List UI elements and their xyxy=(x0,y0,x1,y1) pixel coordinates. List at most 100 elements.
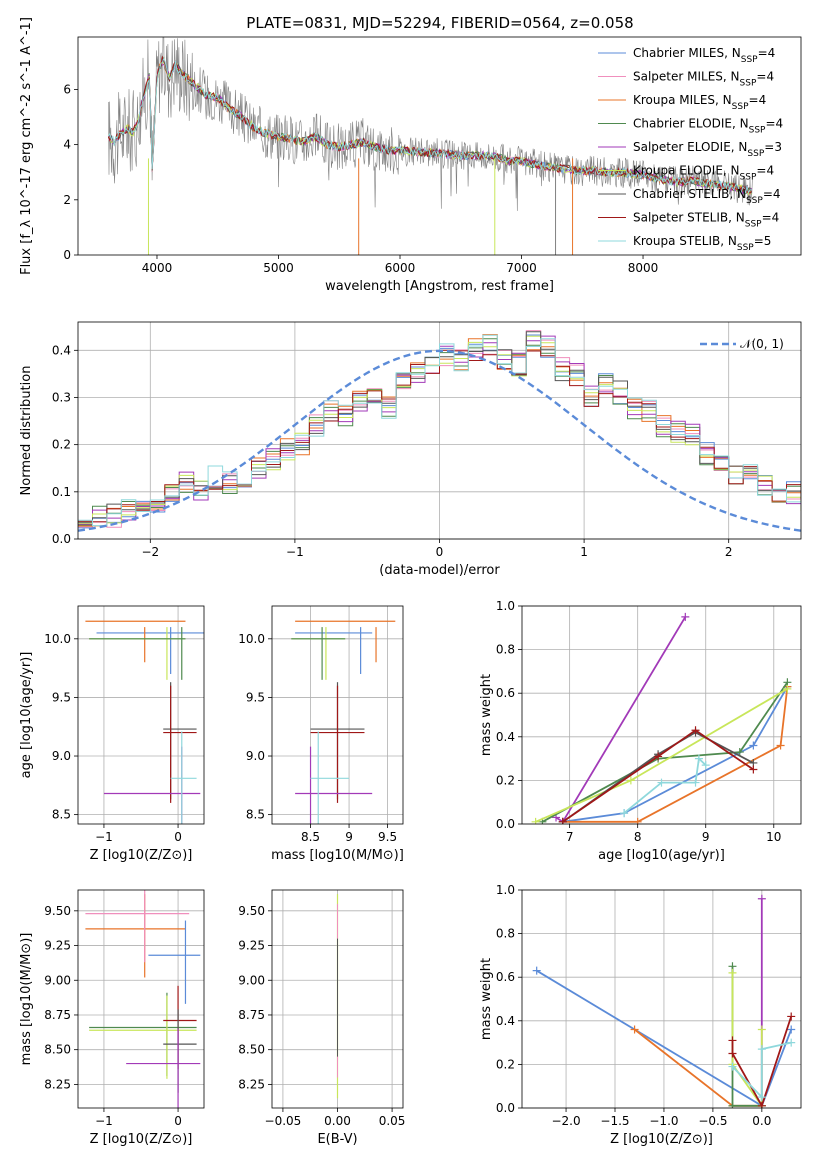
legend-label: Salpeter MILES, NSSP=4 xyxy=(633,70,774,89)
legend-label: Salpeter STELIB, NSSP=4 xyxy=(633,211,779,230)
y-tick-label: 0.2 xyxy=(52,438,71,452)
weight-line xyxy=(731,1016,793,1108)
x-axis-label: Z [log10(Z/Z⊙)] xyxy=(90,1132,193,1147)
y-tick-label: 8.50 xyxy=(44,1043,71,1057)
weight-marker xyxy=(620,809,629,818)
weight-marker xyxy=(531,817,540,824)
plot-area-mass-vs-Z xyxy=(85,890,201,1108)
y-tick-label: 0.4 xyxy=(496,730,515,744)
x-tick-label: 8 xyxy=(634,830,642,844)
x-tick-label: 4000 xyxy=(142,261,173,275)
x-tick-label: −1.0 xyxy=(649,1114,678,1128)
y-tick-label: 4 xyxy=(63,138,71,152)
chart-mass-vs-ebv: −0.05 0.00 0.05 8.25 8.50 8.75 9.00 9.25 9.50 E(B… xyxy=(238,889,405,1147)
y-tick-label: 8.25 xyxy=(238,1077,265,1091)
weight-marker xyxy=(691,726,700,735)
y-tick-label: 0.4 xyxy=(52,343,71,357)
weight-marker xyxy=(633,817,642,824)
chart-age-vs-Z: −1 0 8.5 9.0 9.5 10.0 Z [log10(Z/Z⊙)] age [log1… xyxy=(19,605,205,863)
axes-frame xyxy=(77,321,802,540)
weight-line xyxy=(562,729,754,823)
weight-line xyxy=(731,972,763,1108)
chart-age-vs-mass: 8.5 9 9.5 8.5 9.0 9.5 10.0 mass [log10(M/M⊙)] xyxy=(238,605,404,863)
weight-marker xyxy=(657,778,666,787)
y-tick-label: 6 xyxy=(63,82,71,96)
x-axis-label: age [log10(age/yr)] xyxy=(598,848,725,863)
x-tick-label: 9.5 xyxy=(378,830,397,844)
x-axis-label: (data-model)/error xyxy=(379,563,500,578)
y-tick-label: 8.5 xyxy=(246,808,265,822)
weight-line xyxy=(535,688,788,823)
weight-marker xyxy=(757,894,766,903)
x-axis-label: wavelength [Angstrom, rest frame] xyxy=(325,279,554,294)
y-tick-label: 0.2 xyxy=(496,773,515,787)
chart-weight-vs-Z: −2.0 −1.5 −1.0 −0.5 0.0 0.0 0.2 0.4 0.6 0.8 1.0 Z [… xyxy=(479,883,802,1147)
x-tick-label: 9 xyxy=(345,830,353,844)
x-tick-label: −1 xyxy=(286,545,304,559)
weight-marker xyxy=(776,741,785,750)
weight-marker xyxy=(757,1093,766,1102)
y-tick-label: 8.50 xyxy=(238,1043,265,1057)
axes-frame xyxy=(271,889,404,1109)
legend-label: Kroupa STELIB, NSSP=5 xyxy=(633,234,771,253)
chart-weight-vs-age: 7 8 9 10 0.0 0.2 0.4 0.6 0.8 1.0 age [log10(age/yr… xyxy=(479,599,802,863)
weight-marker xyxy=(681,612,690,621)
x-tick-label: 7000 xyxy=(506,261,537,275)
y-tick-label: 8.5 xyxy=(52,808,71,822)
y-tick-label: 9.0 xyxy=(246,749,265,763)
x-axis-label: mass [log10(M/M⊙)] xyxy=(271,848,404,863)
weight-marker xyxy=(749,741,758,750)
weight-line xyxy=(731,1041,792,1100)
x-tick-label: −1.5 xyxy=(600,1114,629,1128)
y-tick-label: 0.0 xyxy=(496,1101,515,1115)
residual-histogram-step xyxy=(78,334,801,527)
y-tick-label: 9.25 xyxy=(238,939,265,953)
axes-frame xyxy=(77,889,205,1109)
plot-area-age-vs-mass xyxy=(291,620,396,824)
weight-marker xyxy=(558,817,567,824)
weight-marker xyxy=(532,966,541,975)
chart-mass-vs-Z: −1 0 8.25 8.50 8.75 9.00 9.25 9.50 Z [log10(Z/Z⊙… xyxy=(19,889,205,1147)
weight-marker xyxy=(728,968,737,977)
figure-title: PLATE=0831, MJD=52294, FIBERID=0564, z=0… xyxy=(246,14,633,32)
residual-histogram-step xyxy=(78,335,801,524)
x-tick-label: 0.0 xyxy=(752,1114,771,1128)
chart-spectrum: 4000 5000 6000 7000 8000 0 2 4 6 wavelength [Angs… xyxy=(19,17,802,294)
legend-label: Kroupa ELODIE, NSSP=4 xyxy=(633,164,774,183)
weight-line xyxy=(562,686,789,823)
x-tick-label: −2.0 xyxy=(551,1114,580,1128)
weight-line xyxy=(562,686,789,823)
x-axis-label: Z [log10(Z/Z⊙)] xyxy=(90,848,193,863)
axes-frame xyxy=(77,605,205,825)
legend-label: Kroupa MILES, NSSP=4 xyxy=(633,93,766,112)
weight-marker xyxy=(691,778,700,787)
plot-area-age-vs-Z xyxy=(85,620,204,824)
plot-area-weight-vs-Z xyxy=(532,894,796,1108)
x-tick-label: 0 xyxy=(436,545,444,559)
weight-marker xyxy=(757,1101,766,1108)
x-tick-label: 1 xyxy=(580,545,588,559)
weight-marker xyxy=(654,752,663,761)
weight-marker xyxy=(630,1025,639,1034)
normal-distribution-curve xyxy=(78,349,801,532)
x-tick-label: 2 xyxy=(725,545,733,559)
weight-marker xyxy=(757,1025,766,1034)
residual-histogram-step xyxy=(78,334,801,527)
x-axis-label: Z [log10(Z/Z⊙)] xyxy=(610,1132,713,1147)
chart-residuals: −2 −1 0 1 2 0.0 0.1 0.2 0.3 0.4 (data-model)/error… xyxy=(19,321,802,578)
weight-marker xyxy=(749,765,758,774)
x-tick-label: 6000 xyxy=(385,261,416,275)
legend-label: Chabrier STELIB, NSSP=4 xyxy=(633,187,781,206)
x-tick-label: 5000 xyxy=(263,261,294,275)
x-tick-label: 10 xyxy=(766,830,781,844)
y-tick-label: 0 xyxy=(63,248,71,262)
y-tick-label: 0.6 xyxy=(496,686,515,700)
y-tick-label: 8.75 xyxy=(44,1008,71,1022)
x-tick-label: 9 xyxy=(702,830,710,844)
weight-marker xyxy=(728,1049,737,1058)
y-tick-label: 1.0 xyxy=(496,599,515,613)
y-tick-label: 1.0 xyxy=(496,883,515,897)
y-tick-label: 0.0 xyxy=(52,532,71,546)
y-tick-label: 9.50 xyxy=(44,904,71,918)
